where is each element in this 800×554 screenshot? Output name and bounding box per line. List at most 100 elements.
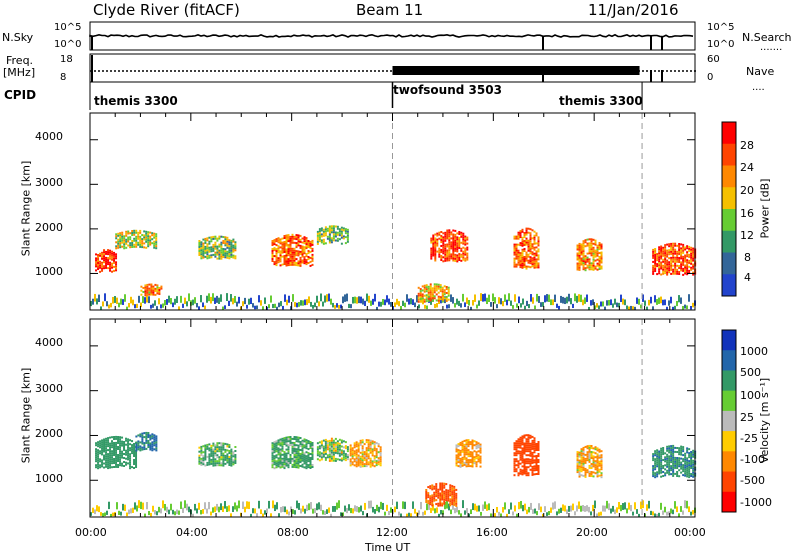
velocity-echo-cell [437, 496, 440, 499]
velocity-echo-cell [309, 447, 312, 449]
power-echo-cell [279, 240, 282, 243]
power-echo-cell [212, 237, 215, 240]
power-echo-cell [279, 264, 282, 267]
velocity-echo-cell [459, 451, 462, 454]
velocity-echo-cell [513, 470, 516, 473]
velocity-gs-cell [234, 502, 236, 510]
power-echo-cell [660, 255, 663, 258]
power-echo-cell [584, 259, 587, 262]
power-echo-cell [450, 247, 453, 250]
power-echo-cell [297, 244, 300, 247]
velocity-echo-cell [515, 448, 518, 451]
velocity-echo-cell [287, 444, 290, 447]
power-echo-cell [419, 290, 422, 293]
velocity-echo-cell [463, 455, 466, 458]
power-gs-cell [234, 295, 236, 303]
velocity-echo-cell [596, 469, 599, 472]
velocity-echo-cell [107, 443, 110, 446]
velocity-echo-cell [330, 459, 333, 462]
velocity-echo-cell [234, 456, 237, 458]
power-echo-cell [582, 242, 585, 245]
power-echo-cell [527, 259, 530, 262]
power-echo-cell [430, 247, 433, 250]
power-echo-cell [291, 261, 294, 264]
velocity-echo-cell [576, 469, 579, 472]
velocity-echo-cell [135, 452, 138, 454]
velocity-echo-cell [692, 453, 695, 456]
power-echo-cell [425, 288, 428, 291]
velocity-echo-cell [147, 446, 150, 448]
power-echo-cell [525, 255, 528, 258]
velocity-echo-cell [692, 451, 695, 454]
velocity-echo-cell [351, 447, 354, 450]
power-echo-cell [139, 241, 142, 244]
power-echo-cell [513, 257, 516, 260]
power-gs-cell [416, 295, 418, 303]
velocity-echo-cell [592, 465, 595, 468]
power-gs-cell [544, 295, 546, 303]
power-echo-cell [419, 294, 422, 297]
velocity-gs-cell [162, 500, 164, 509]
velocity-echo-cell [672, 450, 675, 453]
power-gs-cell [570, 298, 572, 305]
power-echo-cell [450, 231, 453, 234]
velocity-gs-cell [448, 503, 450, 511]
power-echo-cell [135, 237, 138, 240]
velocity-echo-cell [523, 462, 526, 465]
power-echo-cell [662, 250, 665, 253]
velocity-echo-cell [351, 453, 354, 456]
power-echo-cell [107, 249, 110, 252]
power-echo-cell [441, 290, 444, 293]
velocity-gs-cell [632, 511, 634, 516]
power-echo-cell [660, 253, 663, 256]
power-echo-cell [299, 246, 302, 249]
power-echo-cell [127, 240, 130, 243]
velocity-echo-cell [588, 454, 591, 457]
velocity-gs-cell [618, 501, 620, 510]
power-echo-cell [151, 238, 154, 241]
velocity-echo-cell [332, 445, 335, 448]
velocity-echo-cell [277, 439, 280, 442]
power-echo-cell [289, 255, 292, 258]
power-echo-cell [537, 264, 540, 267]
velocity-gs-cell [368, 500, 370, 509]
velocity-echo-cell [684, 474, 687, 477]
power-echo-cell [578, 248, 581, 251]
power-echo-cell [204, 251, 207, 254]
velocity-echo-cell [586, 455, 589, 458]
power-cbar-swatch [722, 165, 736, 188]
power-gs-cell [308, 296, 310, 304]
velocity-echo-cell [281, 437, 284, 440]
velocity-gs-cell [102, 513, 104, 517]
velocity-echo-cell [281, 457, 284, 460]
velocity-echo-cell [471, 459, 474, 462]
velocity-echo-cell [103, 466, 106, 469]
power-echo-cell [107, 253, 110, 256]
power-echo-cell [230, 249, 233, 252]
velocity-echo-cell [357, 454, 360, 457]
velocity-gs-cell [252, 508, 254, 514]
velocity-gs-cell [424, 510, 426, 515]
power-echo-cell [434, 251, 437, 254]
velocity-echo-cell [208, 453, 211, 456]
power-echo-cell [443, 293, 446, 296]
power-gs-cell [296, 302, 298, 308]
velocity-echo-cell [598, 468, 601, 471]
power-echo-cell [148, 293, 151, 296]
power-echo-cell [228, 241, 231, 244]
power-echo-cell [450, 241, 453, 244]
velocity-echo-cell [678, 465, 681, 468]
power-gs-cell [490, 302, 492, 307]
power-echo-cell [523, 244, 526, 246]
power-echo-cell [330, 229, 333, 232]
power-echo-cell [153, 234, 156, 237]
power-echo-cell [456, 240, 459, 243]
power-echo-cell [515, 237, 518, 240]
power-echo-cell [441, 300, 444, 303]
power-gs-cell [292, 294, 294, 302]
power-echo-cell [141, 234, 144, 237]
velocity-echo-cell [684, 470, 687, 473]
velocity-echo-cell [521, 435, 524, 438]
power-echo-cell [658, 260, 661, 263]
velocity-echo-cell [275, 454, 278, 457]
